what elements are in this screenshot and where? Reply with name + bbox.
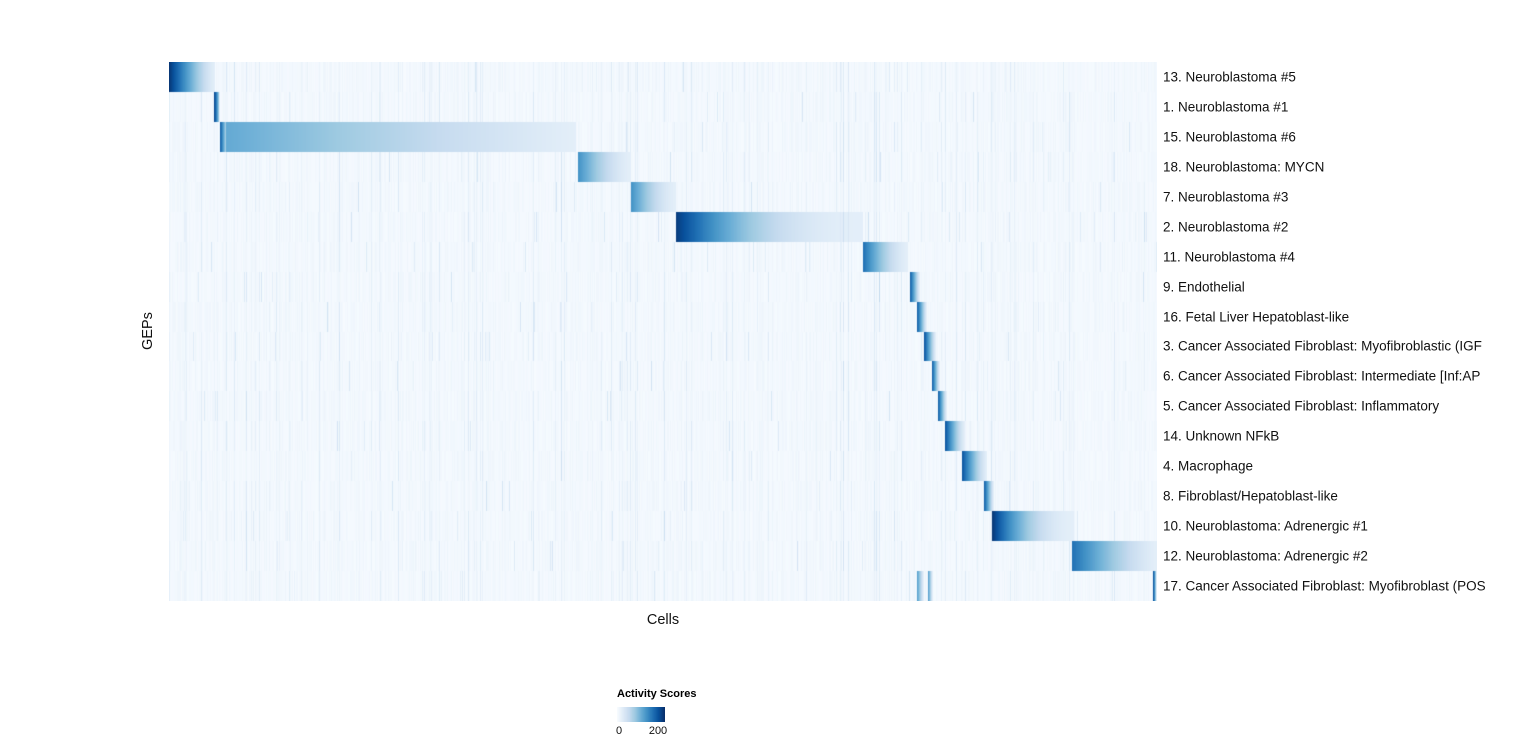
row-label: 10. Neuroblastoma: Adrenergic #1: [1163, 518, 1368, 534]
row-label: 6. Cancer Associated Fibroblast: Interme…: [1163, 368, 1481, 384]
row-label: 3. Cancer Associated Fibroblast: Myofibr…: [1163, 338, 1482, 354]
row-label: 9. Endothelial: [1163, 278, 1245, 294]
heatmap-canvas: [169, 62, 1157, 601]
x-axis-label: Cells: [646, 612, 680, 628]
heatmap-plot-area: [169, 62, 1157, 601]
row-label: 13. Neuroblastoma #5: [1163, 69, 1296, 85]
row-label: 11. Neuroblastoma #4: [1163, 248, 1295, 264]
colorbar-tick-min: 0: [615, 725, 623, 737]
colorbar-legend: Activity Scores 0 200: [615, 688, 737, 738]
colorbar-tick-max: 200: [648, 725, 668, 737]
row-label: 4. Macrophage: [1163, 458, 1254, 474]
row-label: 8. Fibroblast/Hepatoblast-like: [1163, 488, 1338, 504]
row-labels: 13. Neuroblastoma #5 1. Neuroblastoma #1 1…: [1163, 62, 1540, 601]
row-label: 18. Neuroblastoma: MYCN: [1163, 159, 1325, 175]
row-label: 16. Fetal Liver Hepatoblast-like: [1163, 308, 1350, 324]
colorbar-ticks: 0 200: [615, 725, 668, 738]
row-label: 1. Neuroblastoma #1: [1163, 99, 1289, 115]
row-label: 5. Cancer Associated Fibroblast: Inflamm…: [1163, 398, 1440, 414]
y-axis-label: GEPs: [140, 312, 156, 350]
row-label: 7. Neuroblastoma #3: [1163, 189, 1289, 204]
colorbar-gradient: [617, 707, 665, 722]
row-label: 17. Cancer Associated Fibroblast: Myofib…: [1163, 578, 1486, 594]
legend-title: Activity Scores: [617, 688, 697, 700]
row-label: 12. Neuroblastoma: Adrenergic #2: [1163, 548, 1368, 564]
row-label: 15. Neuroblastoma #6: [1163, 129, 1296, 145]
row-label: 14. Unknown NFkB: [1163, 428, 1280, 444]
row-label: 2. Neuroblastoma #2: [1163, 218, 1289, 234]
colorbar: [617, 707, 665, 722]
